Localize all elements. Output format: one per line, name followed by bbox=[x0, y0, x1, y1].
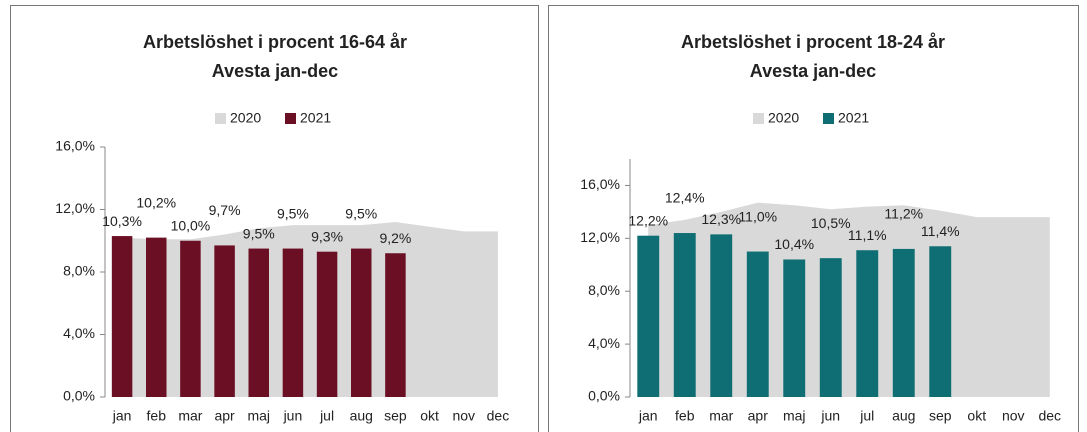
panel bbox=[10, 5, 539, 432]
bar bbox=[248, 248, 269, 397]
data-label: 12,2% bbox=[628, 212, 668, 228]
legend-swatch bbox=[215, 113, 226, 124]
y-tick-label: 0,0% bbox=[588, 388, 620, 404]
x-tick-label: sep bbox=[384, 408, 407, 424]
bar bbox=[146, 237, 167, 397]
x-tick-label: feb bbox=[147, 408, 167, 424]
chart-title: Arbetslöshet i procent 16-64 år bbox=[143, 32, 407, 52]
x-tick-label: mar bbox=[178, 408, 202, 424]
data-label: 9,5% bbox=[243, 225, 275, 241]
x-tick-label: okt bbox=[967, 408, 986, 424]
data-label: 11,0% bbox=[738, 208, 777, 224]
bar bbox=[819, 258, 842, 397]
legend-swatch bbox=[823, 113, 834, 124]
x-tick-label: feb bbox=[675, 408, 695, 424]
x-tick-label: dec bbox=[1038, 408, 1061, 424]
y-tick-label: 0,0% bbox=[63, 388, 95, 404]
chart-title: Arbetslöshet i procent 18-24 år bbox=[681, 32, 945, 52]
bar bbox=[673, 233, 696, 397]
legend-swatch bbox=[285, 113, 296, 124]
data-label: 10,4% bbox=[774, 236, 814, 252]
bar bbox=[180, 240, 201, 397]
legend-swatch bbox=[753, 113, 764, 124]
x-tick-label: mar bbox=[709, 408, 733, 424]
data-label: 9,5% bbox=[345, 205, 377, 221]
bar bbox=[783, 259, 806, 397]
y-tick-label: 12,0% bbox=[580, 229, 620, 245]
x-tick-label: dec bbox=[487, 408, 510, 424]
y-tick-label: 16,0% bbox=[55, 138, 95, 154]
legend-label: 2020 bbox=[768, 110, 799, 126]
x-tick-label: sep bbox=[929, 408, 952, 424]
x-tick-label: apr bbox=[214, 408, 235, 424]
data-label: 12,3% bbox=[701, 211, 741, 227]
data-label: 9,3% bbox=[311, 228, 343, 244]
x-tick-label: okt bbox=[420, 408, 439, 424]
x-tick-label: jun bbox=[820, 408, 840, 424]
data-label: 10,5% bbox=[811, 215, 851, 231]
bar bbox=[214, 245, 235, 397]
x-tick-label: nov bbox=[1002, 408, 1025, 424]
bar bbox=[746, 251, 769, 397]
chart-subtitle: Avesta jan-dec bbox=[212, 61, 338, 81]
y-tick-label: 16,0% bbox=[580, 176, 620, 192]
bar bbox=[385, 253, 406, 397]
bar bbox=[316, 251, 338, 397]
bar bbox=[929, 246, 952, 397]
bar bbox=[351, 248, 372, 397]
x-tick-label: apr bbox=[748, 408, 769, 424]
bar bbox=[856, 250, 879, 397]
x-tick-label: maj bbox=[783, 408, 806, 424]
legend-label: 2020 bbox=[230, 110, 261, 126]
data-label: 11,2% bbox=[884, 206, 923, 222]
x-tick-label: jan bbox=[112, 408, 132, 424]
y-tick-label: 4,0% bbox=[588, 335, 620, 351]
data-label: 10,0% bbox=[171, 217, 211, 233]
bar bbox=[111, 236, 133, 397]
x-tick-label: jan bbox=[638, 408, 658, 424]
data-label: 11,4% bbox=[921, 223, 960, 239]
data-label: 10,3% bbox=[102, 213, 142, 229]
y-tick-label: 8,0% bbox=[63, 263, 95, 279]
data-label: 9,2% bbox=[379, 230, 411, 246]
y-tick-label: 8,0% bbox=[588, 282, 620, 298]
data-label: 9,5% bbox=[277, 205, 309, 221]
data-label: 10,2% bbox=[136, 194, 176, 210]
data-label: 12,4% bbox=[665, 190, 705, 206]
x-tick-label: jun bbox=[283, 408, 303, 424]
bar bbox=[637, 235, 660, 397]
x-tick-label: aug bbox=[350, 408, 373, 424]
x-tick-label: jul bbox=[319, 408, 334, 424]
y-tick-label: 12,0% bbox=[55, 200, 95, 216]
x-tick-label: aug bbox=[892, 408, 915, 424]
x-tick-label: nov bbox=[452, 408, 475, 424]
y-tick-label: 4,0% bbox=[63, 325, 95, 341]
legend-label: 2021 bbox=[300, 110, 331, 126]
panel bbox=[548, 5, 1079, 432]
bar bbox=[892, 248, 915, 397]
area bbox=[122, 222, 498, 397]
legend-label: 2021 bbox=[838, 110, 869, 126]
bar bbox=[282, 248, 304, 397]
x-tick-label: maj bbox=[247, 408, 270, 424]
bar bbox=[710, 234, 733, 397]
x-tick-label: jul bbox=[859, 408, 874, 424]
data-label: 9,7% bbox=[209, 202, 241, 218]
data-label: 11,1% bbox=[848, 227, 887, 243]
chart-subtitle: Avesta jan-dec bbox=[750, 61, 876, 81]
